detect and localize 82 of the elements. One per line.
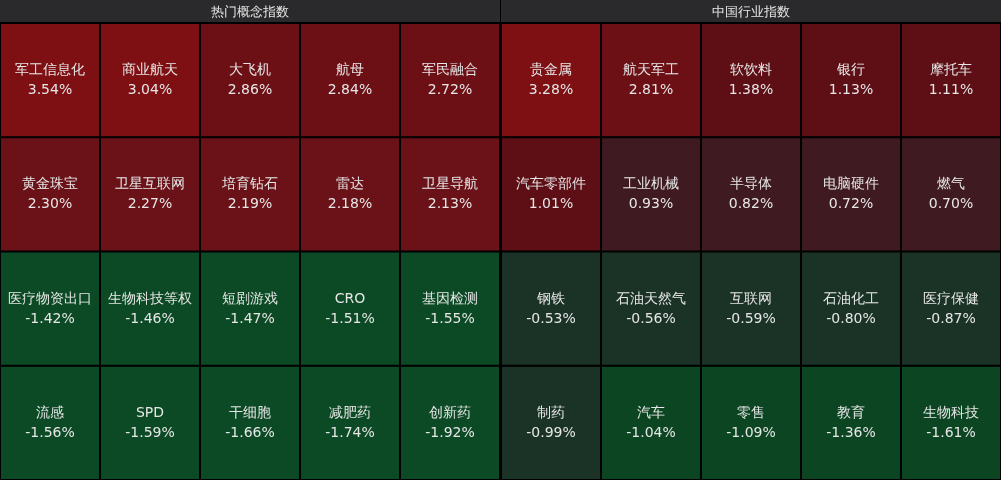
category-label: 雷达 <box>336 175 364 192</box>
data-label: 1.01% <box>528 195 574 212</box>
data-label: -0.99% <box>526 423 576 440</box>
category-label: 军工信息化 <box>15 61 85 78</box>
data-label: 2.81% <box>628 81 674 98</box>
data-label: -1.42% <box>25 309 75 326</box>
data-label: -1.46% <box>125 309 175 326</box>
data-label: 2.27% <box>127 195 173 212</box>
data-label: 0.72% <box>828 195 874 212</box>
category-label: 教育 <box>837 403 865 420</box>
category-label: 摩托车 <box>930 61 972 78</box>
category-label: 石油天然气 <box>616 289 686 306</box>
data-label: -1.09% <box>726 423 776 440</box>
category-label: 燃气 <box>937 175 965 192</box>
data-label: -0.59% <box>726 309 776 326</box>
category-label: 军民融合 <box>422 61 478 78</box>
data-label: -1.55% <box>425 309 475 326</box>
data-label: -1.92% <box>425 423 475 440</box>
data-label: 1.38% <box>728 81 774 98</box>
category-label: 生物科技 <box>923 403 979 420</box>
data-label: 3.04% <box>127 81 173 98</box>
category-label: 制药 <box>537 403 565 420</box>
category-label: 汽车零部件 <box>516 175 586 192</box>
category-label: 大飞机 <box>229 61 271 78</box>
category-label: 零售 <box>737 403 765 420</box>
data-label: 0.82% <box>728 195 774 212</box>
data-label: -1.47% <box>225 309 275 326</box>
data-label: 3.54% <box>27 81 73 98</box>
data-label: 1.11% <box>928 81 974 98</box>
category-label: SPD <box>135 403 165 420</box>
category-label: 航天军工 <box>623 61 679 78</box>
category-label: 贵金属 <box>530 61 572 78</box>
category-label: 工业机械 <box>623 175 679 192</box>
category-label: 半导体 <box>730 175 772 192</box>
category-label: 医疗保健 <box>923 289 979 306</box>
data-label: 2.19% <box>227 195 273 212</box>
category-label: 卫星导航 <box>422 175 478 192</box>
data-label: 2.86% <box>227 81 273 98</box>
data-label: -1.56% <box>25 423 75 440</box>
category-label: 医疗物资出口 <box>8 289 92 306</box>
data-label: 2.72% <box>427 81 473 98</box>
category-label: 互联网 <box>730 289 772 306</box>
category-label: 减肥药 <box>329 403 371 420</box>
data-label: -1.59% <box>125 423 175 440</box>
data-label: 3.28% <box>528 81 574 98</box>
data-label: 0.93% <box>628 195 674 212</box>
data-label: -1.04% <box>626 423 676 440</box>
category-label: 航母 <box>336 61 364 78</box>
category-label: 商业航天 <box>122 61 178 78</box>
category-label: CRO <box>334 289 366 306</box>
category-label: 汽车 <box>637 403 665 420</box>
category-label: 软饮料 <box>730 61 772 78</box>
data-label: 2.13% <box>427 195 473 212</box>
category-label: 基因检测 <box>422 289 478 306</box>
data-label: -0.87% <box>926 309 976 326</box>
data-label: -1.66% <box>225 423 275 440</box>
data-label: 2.30% <box>27 195 73 212</box>
data-label: -1.36% <box>826 423 876 440</box>
data-label: -0.53% <box>526 309 576 326</box>
data-label: -1.51% <box>325 309 375 326</box>
category-label: 创新药 <box>429 403 471 420</box>
data-label: -0.80% <box>826 309 876 326</box>
category-label: 银行 <box>836 61 865 78</box>
category-label: 石油化工 <box>823 289 879 306</box>
category-label: 卫星互联网 <box>115 175 185 192</box>
category-label: 短剧游戏 <box>222 289 278 306</box>
data-label: -1.74% <box>325 423 375 440</box>
data-label: -1.61% <box>926 423 976 440</box>
category-label: 生物科技等权 <box>108 289 192 306</box>
category-label: 培育钻石 <box>221 175 278 192</box>
data-label: -0.56% <box>626 309 676 326</box>
data-label: 2.84% <box>327 81 373 98</box>
category-label: 黄金珠宝 <box>22 175 78 192</box>
data-label: 1.13% <box>828 81 874 98</box>
category-label: 干细胞 <box>229 403 271 420</box>
category-label: 流感 <box>36 403 64 420</box>
data-label: 2.18% <box>327 195 373 212</box>
text: 热门概念指数 <box>211 4 289 19</box>
data-label: 0.70% <box>928 195 974 212</box>
category-label: 钢铁 <box>536 289 565 306</box>
text: 中国行业指数 <box>712 4 790 19</box>
category-label: 电脑硬件 <box>823 175 879 192</box>
